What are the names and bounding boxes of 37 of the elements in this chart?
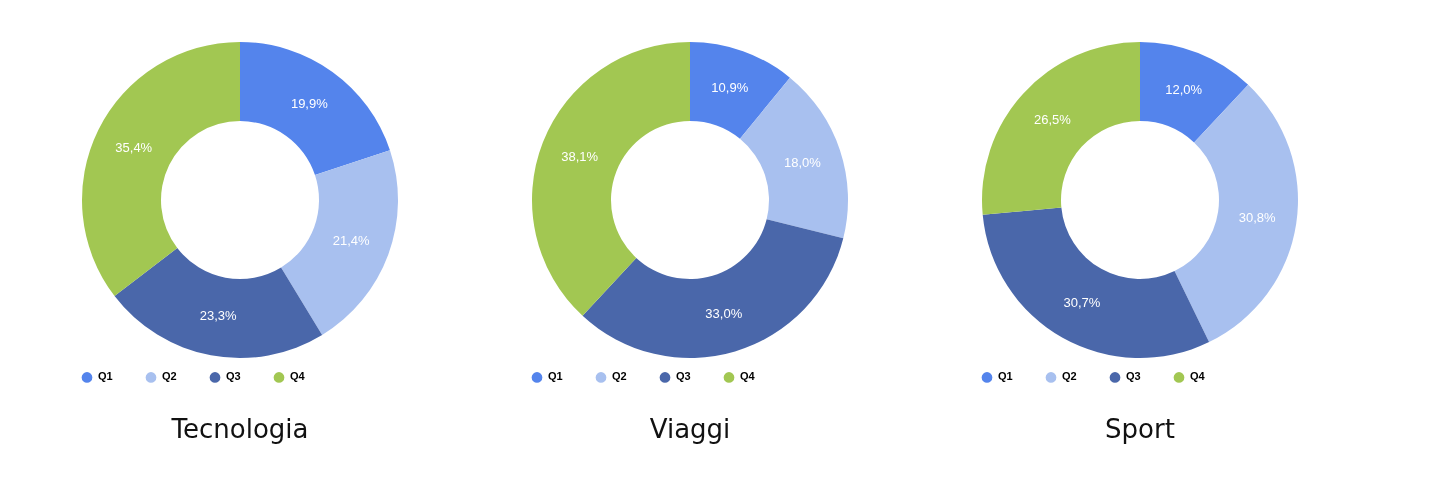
donut-slice bbox=[82, 42, 240, 297]
donut-slice bbox=[114, 248, 323, 358]
data-label: 33,0% bbox=[705, 305, 743, 321]
legend-label: Q2 bbox=[612, 370, 627, 383]
donut-slice bbox=[1140, 42, 1249, 143]
donut-slice bbox=[690, 42, 790, 139]
data-label: 23,3% bbox=[199, 308, 238, 324]
text: Viaggi bbox=[649, 414, 731, 444]
data-label: 30,7% bbox=[1063, 295, 1101, 311]
legend-label: Q1 bbox=[98, 370, 113, 383]
legend-label: Q4 bbox=[290, 370, 306, 383]
data-label: 10,9% bbox=[711, 80, 749, 96]
data-label: 38,1% bbox=[561, 148, 599, 164]
data-label: 35,4% bbox=[115, 139, 153, 155]
legend-label: Q2 bbox=[162, 370, 177, 383]
donut-slice bbox=[982, 42, 1140, 215]
data-label: 18,0% bbox=[784, 154, 822, 170]
legend-label: Q4 bbox=[1190, 370, 1206, 383]
donut-slice bbox=[532, 42, 690, 316]
donut-slice bbox=[582, 219, 844, 358]
legend-label: Q2 bbox=[1062, 370, 1077, 383]
donut-slice bbox=[281, 150, 398, 335]
legend-label: Q3 bbox=[676, 370, 691, 383]
data-label: 26,5% bbox=[1033, 112, 1072, 128]
data-label: 30,8% bbox=[1238, 209, 1277, 225]
data-label: 12,0% bbox=[1165, 81, 1203, 97]
donut-slice bbox=[982, 207, 1210, 358]
text: Sport bbox=[1105, 414, 1175, 444]
legend-label: Q4 bbox=[740, 370, 756, 383]
donut-slice bbox=[240, 42, 390, 176]
text: Tecnologia bbox=[170, 414, 309, 444]
data-label: 21,4% bbox=[332, 232, 371, 248]
data-label: 19,9% bbox=[290, 95, 329, 111]
legend-label: Q1 bbox=[998, 370, 1013, 383]
legend-label: Q1 bbox=[548, 370, 563, 383]
legend-label: Q3 bbox=[1126, 370, 1141, 383]
legend-label: Q3 bbox=[226, 370, 241, 383]
